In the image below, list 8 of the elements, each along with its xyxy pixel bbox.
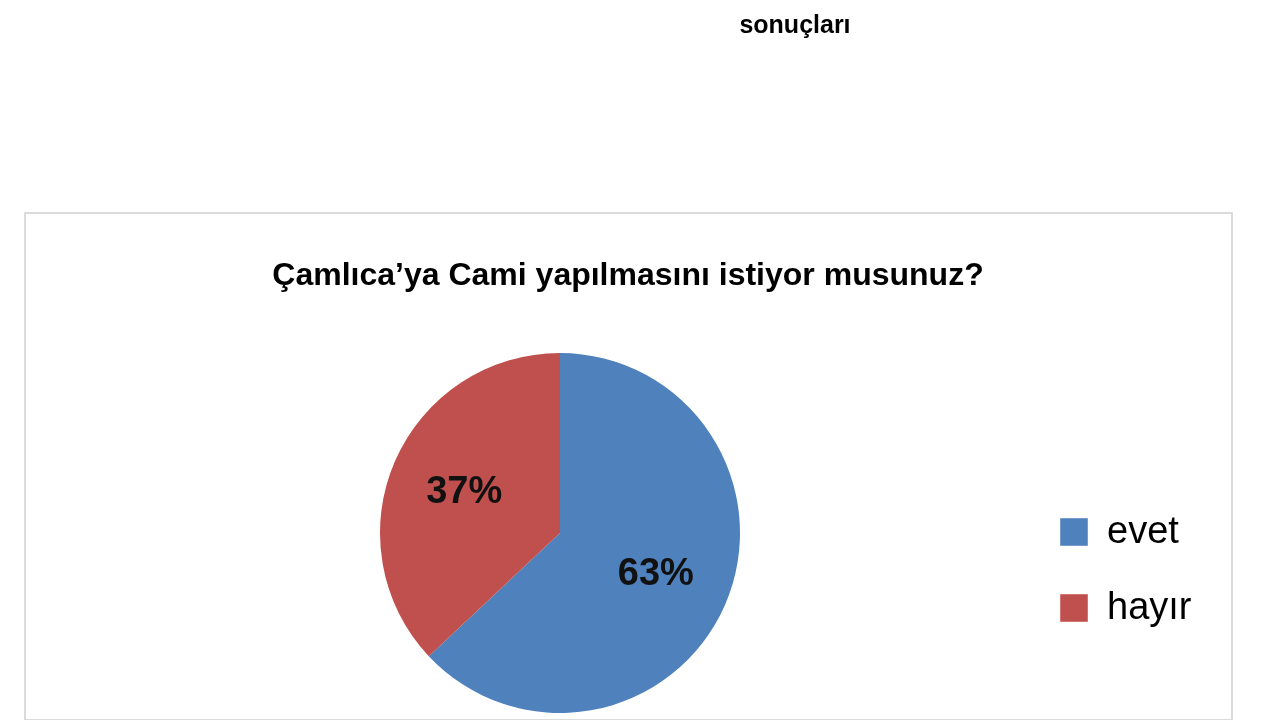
chart-title: Çamlıca’ya Cami yapılmasını istiyor musunuz? <box>272 256 984 292</box>
pie-slice <box>428 353 740 713</box>
data-label: 63% <box>617 551 694 594</box>
data-label: 37% <box>426 468 503 511</box>
pie-slice <box>380 353 560 657</box>
legend-label: evet <box>1107 509 1180 551</box>
legend-label: hayır <box>1107 585 1192 627</box>
text: sonuçları <box>739 10 851 38</box>
